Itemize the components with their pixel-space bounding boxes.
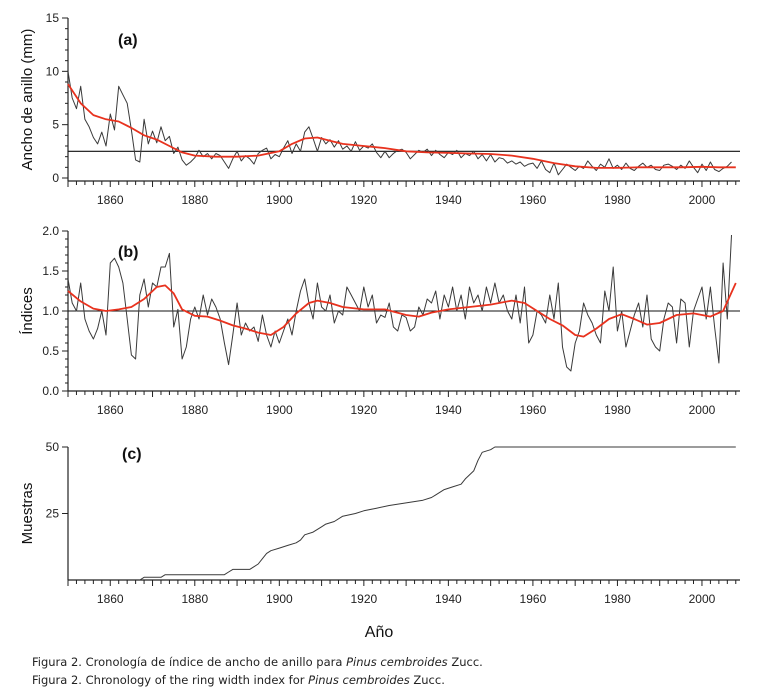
panel-label: (a) [118, 32, 138, 49]
x-tick-label: 1860 [97, 592, 124, 606]
raw-series-line [139, 446, 736, 581]
x-tick-label: 1860 [97, 193, 124, 207]
x-tick-label: 1880 [181, 193, 208, 207]
y-tick-label: 1.0 [42, 304, 59, 318]
x-tick-label: 1920 [350, 592, 377, 606]
caption-spanish: Figura 2. Cronología de índice de ancho … [32, 655, 483, 669]
x-tick-label: 1900 [266, 403, 293, 417]
x-tick-label: 2000 [689, 403, 716, 417]
y-tick-label: 15 [46, 11, 60, 25]
x-tick-label: 1900 [266, 592, 293, 606]
x-tick-label: 1960 [520, 592, 547, 606]
y-tick-label: 0.0 [42, 384, 59, 398]
x-tick-label: 1880 [181, 403, 208, 417]
caption-english: Figura 2. Chronology of the ring width i… [32, 673, 445, 687]
caption-english-species: Pinus cembroides [308, 673, 410, 687]
x-tick-label: 1920 [350, 193, 377, 207]
raw-series-line [67, 234, 732, 372]
y-tick-label: 50 [46, 440, 60, 454]
x-tick-label: 1920 [350, 403, 377, 417]
y-tick-label: 10 [46, 64, 60, 78]
panel-label: (b) [118, 244, 138, 261]
x-axis-title: Año [365, 624, 394, 641]
y-axis-title: Índices [19, 287, 36, 335]
x-tick-label: 1940 [435, 193, 462, 207]
figure-chronology: 1860 1880 1900 1920 1940 1960 1980 2000 0 5 10 15 An… [19, 11, 740, 641]
x-tick-label: 1940 [435, 592, 462, 606]
y-tick-label: 5 [52, 118, 59, 132]
caption-english-text: Figura 2. Chronology of the ring width i… [32, 673, 309, 687]
x-tick-label: 1900 [266, 193, 293, 207]
y-tick-label: 0.5 [42, 344, 59, 358]
x-tick-label: 1880 [181, 592, 208, 606]
y-axis-title: Muestras [19, 483, 36, 545]
x-tick-label: 1960 [520, 403, 547, 417]
x-tick-label: 2000 [689, 592, 716, 606]
panel-label: (c) [122, 446, 142, 463]
caption-spanish-text: Figura 2. Cronología de índice de ancho … [32, 655, 347, 669]
y-tick-label: 2.0 [42, 224, 59, 238]
y-axis-title: Ancho de anillo (mm) [19, 29, 36, 171]
panel-b: 1860 1880 1900 1920 1940 1960 1980 2000 0.0 0.5 1.… [19, 224, 740, 417]
y-tick-label: 25 [46, 507, 60, 521]
smoothed-series-line [67, 83, 736, 169]
x-tick-label: 2000 [689, 193, 716, 207]
caption-english-suffix: Zucc. [409, 673, 445, 687]
panel-a: 1860 1880 1900 1920 1940 1960 1980 2000 0 5 10 15 An… [19, 11, 740, 207]
x-tick-label: 1980 [604, 592, 631, 606]
raw-series-line [67, 71, 732, 176]
smoothed-series-line [67, 282, 737, 338]
panel-c: 1860 1880 1900 1920 1940 1960 1980 2000 25 50 Mues… [19, 440, 740, 641]
caption-spanish-suffix: Zucc. [447, 655, 483, 669]
y-tick-label: 0 [52, 171, 59, 185]
x-tick-label: 1860 [97, 403, 124, 417]
caption-spanish-species: Pinus cembroides [346, 655, 448, 669]
x-tick-label: 1980 [604, 193, 631, 207]
x-tick-label: 1940 [435, 403, 462, 417]
x-tick-label: 1980 [604, 403, 631, 417]
x-tick-label: 1960 [520, 193, 547, 207]
y-tick-label: 1.5 [42, 264, 59, 278]
